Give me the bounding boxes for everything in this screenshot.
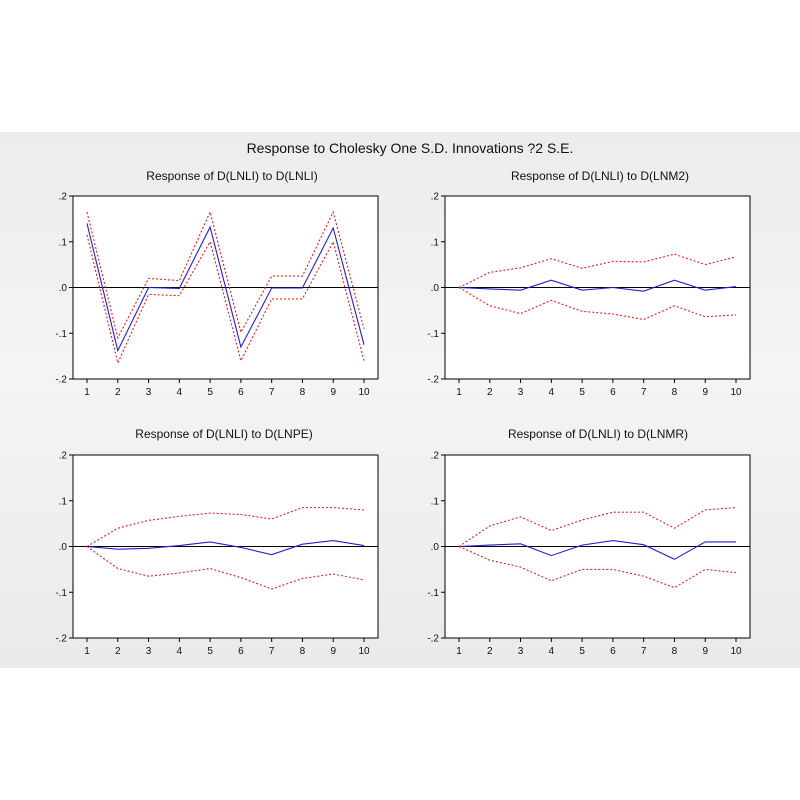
x-tick-label: 3: [518, 646, 524, 657]
response-line: [86, 540, 365, 556]
y-tick-label: -.1: [55, 588, 67, 599]
y-tick-label: .1: [59, 237, 68, 248]
panel-3: Response of D(LNLI) to D(LNPE) .2 .1 .0 -.1 -…: [55, 427, 379, 657]
confidence-band-lower: [458, 545, 737, 589]
panel-title: Response of D(LNLI) to D(LNPE): [135, 427, 312, 441]
y-tick-label: .2: [431, 192, 440, 203]
y-tick-label: .1: [59, 496, 68, 507]
x-tick-label: 9: [702, 646, 708, 657]
x-tick-label: 8: [300, 646, 306, 657]
y-tick-label: -.2: [55, 634, 67, 645]
confidence-band-upper: [86, 507, 365, 547]
panel-title: Response of D(LNLI) to D(LNMR): [508, 427, 688, 441]
y-tick-label: -.2: [55, 375, 67, 386]
x-tick-label: 7: [269, 646, 275, 657]
x-tick-label: 9: [702, 387, 708, 398]
x-tick-label: 6: [238, 387, 244, 398]
confidence-band-upper: [458, 253, 737, 288]
confidence-band-upper: [86, 210, 365, 340]
x-tick-label: 6: [610, 646, 616, 657]
x-tick-label: 3: [518, 387, 524, 398]
x-tick-label: 4: [549, 387, 555, 398]
response-line: [458, 540, 736, 560]
x-tick-label: 7: [641, 387, 647, 398]
confidence-band-lower: [458, 287, 737, 321]
y-tick-label: -.1: [427, 588, 439, 599]
y-tick-label: .1: [431, 237, 440, 248]
x-tick-label: 3: [146, 387, 152, 398]
y-tick-label: .0: [59, 283, 68, 294]
x-tick-label: 1: [84, 387, 90, 398]
panel-2: Response of D(LNLI) to D(LNM2) .2 .1 .0 -.1 -…: [427, 169, 751, 398]
x-tick-label: 8: [672, 387, 678, 398]
x-tick-label: 6: [238, 646, 244, 657]
x-tick-label: 9: [330, 387, 336, 398]
y-tick-label: .0: [431, 283, 440, 294]
x-tick-label: 5: [579, 646, 585, 657]
y-tick-label: .1: [431, 496, 440, 507]
y-tick-label: -.2: [427, 634, 439, 645]
x-tick-label: 7: [641, 646, 647, 657]
panel-4: Response of D(LNLI) to D(LNMR) .2 .1 .0 -.1 -…: [427, 427, 751, 657]
y-tick-label: .2: [431, 451, 440, 462]
x-tick-label: 2: [487, 646, 493, 657]
x-tick-label: 3: [146, 646, 152, 657]
x-tick-label: 10: [358, 646, 370, 657]
y-tick-label: .2: [59, 192, 68, 203]
response-line: [458, 279, 737, 292]
panel-title: Response of D(LNLI) to D(LNLI): [146, 169, 317, 183]
x-tick-label: 6: [610, 387, 616, 398]
x-tick-label: 8: [672, 646, 678, 657]
x-tick-label: 4: [177, 387, 183, 398]
panel-title: Response of D(LNLI) to D(LNM2): [511, 169, 689, 183]
x-tick-label: 10: [358, 387, 370, 398]
x-tick-label: 1: [456, 387, 462, 398]
y-tick-label: -.1: [55, 329, 67, 340]
x-tick-label: 2: [487, 387, 493, 398]
confidence-band-lower: [86, 234, 365, 365]
x-tick-label: 5: [579, 387, 585, 398]
x-tick-label: 4: [177, 646, 183, 657]
confidence-band-lower: [86, 546, 365, 590]
x-tick-label: 5: [207, 646, 213, 657]
y-tick-label: .2: [59, 451, 68, 462]
y-tick-label: .0: [431, 542, 440, 553]
confidence-band-upper: [458, 507, 737, 547]
panel-1: Response of D(LNLI) to D(LNLI) .2 .1 .0 -.1 -…: [55, 169, 379, 398]
main-title: Response to Cholesky One S.D. Innovation…: [246, 140, 574, 156]
y-tick-label: .0: [59, 542, 68, 553]
x-tick-label: 2: [115, 646, 121, 657]
x-tick-label: 1: [84, 646, 90, 657]
x-tick-label: 5: [207, 387, 213, 398]
y-tick-label: -.2: [427, 375, 439, 386]
x-tick-label: 7: [269, 387, 275, 398]
y-tick-label: -.1: [427, 329, 439, 340]
x-tick-label: 10: [730, 387, 742, 398]
x-tick-label: 2: [115, 387, 121, 398]
response-line: [86, 223, 365, 353]
x-tick-label: 1: [456, 646, 462, 657]
x-tick-label: 8: [300, 387, 306, 398]
x-tick-label: 4: [549, 646, 555, 657]
x-tick-label: 9: [330, 646, 336, 657]
x-tick-label: 10: [730, 646, 742, 657]
